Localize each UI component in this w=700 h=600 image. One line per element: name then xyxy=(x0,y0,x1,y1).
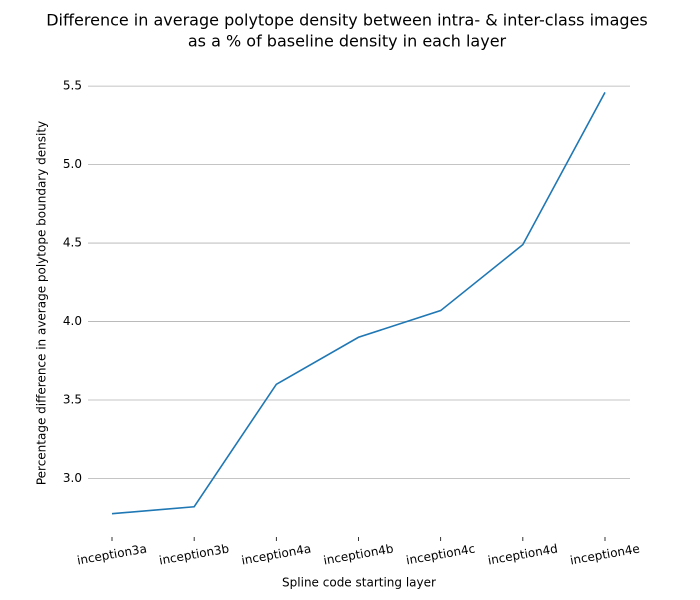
x-tick-label: inception3b xyxy=(158,541,230,567)
x-tick-label: inception4d xyxy=(487,541,559,567)
y-tick-label: 3.0 xyxy=(63,471,82,485)
y-tick-label: 5.5 xyxy=(63,79,82,93)
y-tick-label: 4.5 xyxy=(63,236,82,250)
x-tick-label: inception4b xyxy=(322,541,394,567)
x-tick-label: inception4e xyxy=(569,541,641,567)
x-tick-label: inception4a xyxy=(240,541,312,567)
y-tick-label: 4.0 xyxy=(63,314,82,328)
x-axis-label: Spline code starting layer xyxy=(282,576,436,590)
x-tick-label: inception4c xyxy=(405,542,476,568)
chart-title: Difference in average polytope density b… xyxy=(46,11,648,30)
x-tick-label: inception3a xyxy=(76,541,148,567)
y-tick-label: 3.5 xyxy=(63,393,82,407)
y-tick-label: 5.0 xyxy=(63,157,82,171)
data-line xyxy=(111,92,606,515)
y-axis-label: Percentage difference in average polytop… xyxy=(35,121,49,485)
chart-title: as a % of baseline density in each layer xyxy=(188,32,507,51)
